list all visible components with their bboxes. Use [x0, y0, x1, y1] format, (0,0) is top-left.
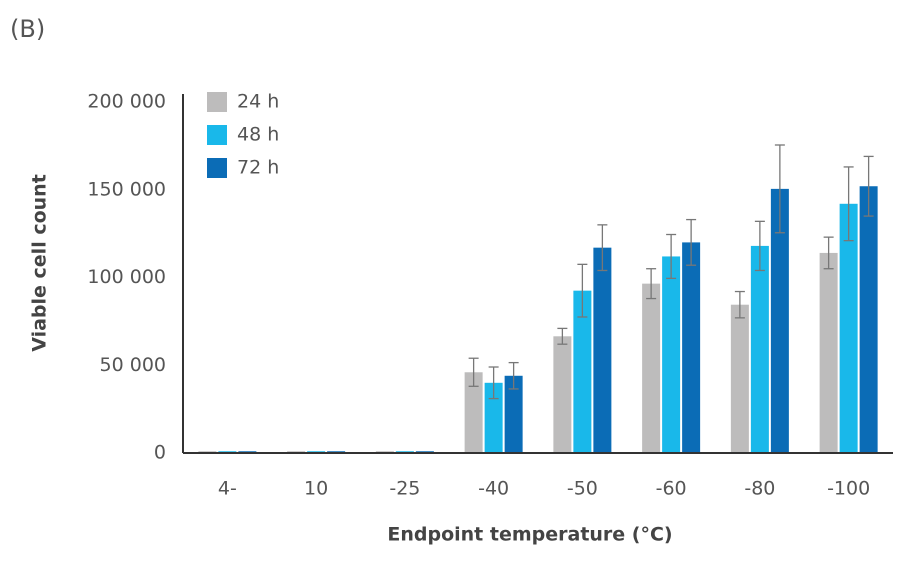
legend-label: 48 h	[237, 124, 279, 146]
bar	[484, 382, 503, 453]
error-bar	[557, 327, 568, 345]
error-bar	[646, 268, 657, 300]
error-bar	[754, 220, 765, 272]
error-bar	[774, 144, 785, 234]
x-axis-label: Endpoint temperature (°C)	[387, 524, 672, 546]
bar	[464, 372, 483, 453]
x-tick-label: 10	[304, 478, 328, 500]
error-bar	[577, 263, 588, 318]
y-tick-label: 150 000	[87, 178, 166, 200]
x-tick-label: -40	[478, 478, 509, 500]
y-tick-label: 100 000	[87, 266, 166, 288]
x-tick-label: -25	[389, 478, 420, 500]
bar	[662, 256, 681, 453]
error-bar	[597, 224, 608, 272]
legend-swatch	[207, 92, 227, 112]
x-tick-label: -60	[656, 478, 687, 500]
error-bar	[863, 155, 874, 217]
x-tick-label: -80	[744, 478, 775, 500]
x-tick-label: -100	[827, 478, 870, 500]
bar	[642, 283, 661, 453]
error-bar	[508, 361, 519, 390]
legend-swatch	[207, 125, 227, 145]
y-tick-label: 50 000	[100, 354, 166, 376]
error-bar	[823, 236, 834, 270]
bar	[819, 252, 838, 453]
bar	[730, 304, 749, 453]
panel-label: (B)	[10, 15, 45, 43]
error-bar	[468, 357, 479, 387]
bar	[839, 203, 858, 453]
error-bar	[666, 233, 677, 280]
legend-label: 24 h	[237, 91, 279, 113]
legend-label: 72 h	[237, 157, 279, 179]
error-bar	[734, 290, 745, 319]
y-tick-label: 200 000	[87, 91, 166, 113]
bar	[573, 290, 592, 453]
y-tick-label: 0	[154, 442, 166, 464]
bar	[504, 375, 523, 453]
error-bar	[488, 366, 499, 400]
error-bar	[686, 218, 697, 266]
bar	[770, 188, 789, 453]
bar	[682, 242, 701, 453]
error-bar	[843, 166, 854, 242]
x-tick-label: 4-	[218, 478, 237, 500]
bar	[553, 336, 572, 453]
y-axis-label: Viable cell count	[29, 174, 51, 352]
bar	[593, 247, 612, 453]
bar	[859, 186, 878, 454]
bar	[750, 245, 769, 453]
legend-swatch	[207, 158, 227, 178]
x-tick-label: -50	[567, 478, 598, 500]
